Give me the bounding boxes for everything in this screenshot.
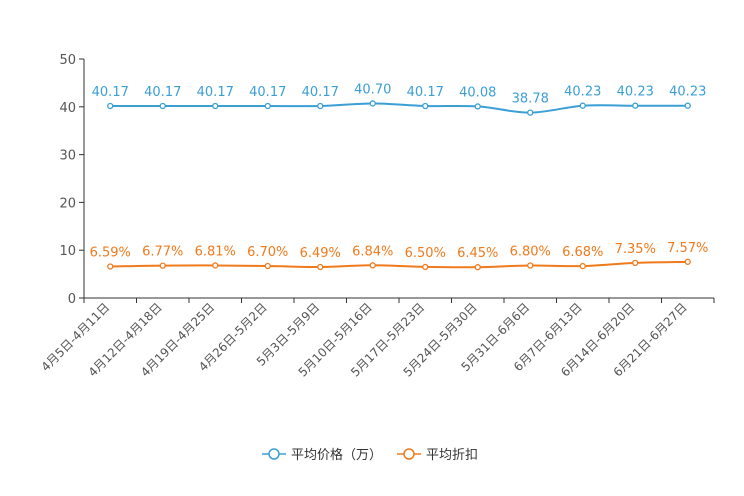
data-point[interactable] bbox=[579, 102, 586, 109]
legend-item-1[interactable]: 平均价格（万） bbox=[262, 447, 382, 463]
data-label: 6.77% bbox=[142, 245, 183, 260]
data-point[interactable] bbox=[474, 103, 481, 110]
data-label: 40.17 bbox=[407, 85, 444, 100]
data-point[interactable] bbox=[369, 262, 376, 269]
data-label: 6.68% bbox=[562, 245, 603, 260]
data-label: 6.50% bbox=[405, 246, 446, 261]
legend-label: 平均价格（万） bbox=[291, 447, 382, 463]
legend-marker-icon bbox=[403, 448, 415, 460]
data-point[interactable] bbox=[632, 259, 639, 267]
series-line bbox=[110, 260, 688, 269]
data-point[interactable] bbox=[579, 262, 586, 270]
data-point[interactable] bbox=[422, 102, 429, 110]
data-label: 40.23 bbox=[564, 85, 601, 100]
data-label: 6.84% bbox=[352, 244, 393, 259]
y-tick-label: 30 bbox=[59, 149, 76, 164]
data-point[interactable] bbox=[527, 109, 534, 116]
y-tick-label: 40 bbox=[59, 101, 76, 116]
data-label: 40.70 bbox=[354, 82, 391, 97]
data-point[interactable] bbox=[264, 262, 271, 270]
data-point[interactable] bbox=[632, 102, 639, 109]
series-2: 6.59% 6.77% 6.81% 6.70% 6.49% 6.84% 6.50% 6.45%… bbox=[90, 241, 708, 271]
series-1: 40.17 40.17 40.17 40.17 40.17 40.70 40.17 40.08… bbox=[92, 82, 706, 116]
data-label: 40.17 bbox=[302, 85, 339, 100]
data-point[interactable] bbox=[422, 263, 429, 271]
legend[interactable]: 平均价格（万） 平均折扣 bbox=[262, 447, 478, 463]
data-point[interactable] bbox=[159, 102, 166, 110]
data-point[interactable] bbox=[527, 262, 534, 269]
data-label: 40.08 bbox=[459, 85, 496, 100]
data-label: 7.35% bbox=[615, 242, 656, 257]
y-tick-label: 10 bbox=[59, 244, 76, 259]
data-label: 40.17 bbox=[249, 85, 286, 100]
series-line bbox=[110, 102, 688, 114]
data-label: 6.49% bbox=[300, 246, 341, 261]
series-layer: 40.17 40.17 40.17 40.17 40.17 40.70 40.17 40.08… bbox=[90, 82, 708, 271]
data-label: 6.81% bbox=[195, 244, 236, 259]
data-label: 40.17 bbox=[197, 85, 234, 100]
data-point[interactable] bbox=[369, 100, 376, 107]
legend-item-2[interactable]: 平均折扣 bbox=[397, 448, 478, 463]
data-point[interactable] bbox=[684, 258, 691, 265]
data-point[interactable] bbox=[264, 102, 271, 110]
data-point[interactable] bbox=[684, 102, 691, 109]
axes: 010203040504月5日-4月11日4月12日-4月18日4月19日-4月… bbox=[38, 53, 715, 380]
y-tick-label: 0 bbox=[68, 292, 76, 307]
data-label: 6.80% bbox=[510, 244, 551, 259]
data-point[interactable] bbox=[107, 102, 114, 110]
data-label: 6.59% bbox=[90, 245, 131, 260]
data-label: 6.70% bbox=[247, 245, 288, 260]
legend-label: 平均折扣 bbox=[426, 448, 478, 463]
y-tick-label: 20 bbox=[59, 196, 76, 211]
data-label: 40.17 bbox=[92, 85, 129, 100]
data-label: 40.23 bbox=[617, 85, 654, 100]
data-point[interactable] bbox=[212, 102, 219, 110]
data-point[interactable] bbox=[317, 102, 324, 110]
data-point[interactable] bbox=[474, 264, 481, 271]
data-label: 40.23 bbox=[669, 85, 706, 100]
y-tick-label: 50 bbox=[59, 53, 76, 68]
data-point[interactable] bbox=[212, 262, 219, 269]
data-label: 38.78 bbox=[512, 92, 549, 107]
data-label: 7.57% bbox=[667, 241, 708, 256]
legend-marker-icon bbox=[268, 448, 280, 460]
data-point[interactable] bbox=[107, 263, 114, 270]
data-point[interactable] bbox=[159, 262, 166, 269]
data-point[interactable] bbox=[317, 263, 324, 271]
data-label: 6.45% bbox=[457, 246, 498, 261]
data-label: 40.17 bbox=[144, 85, 181, 100]
